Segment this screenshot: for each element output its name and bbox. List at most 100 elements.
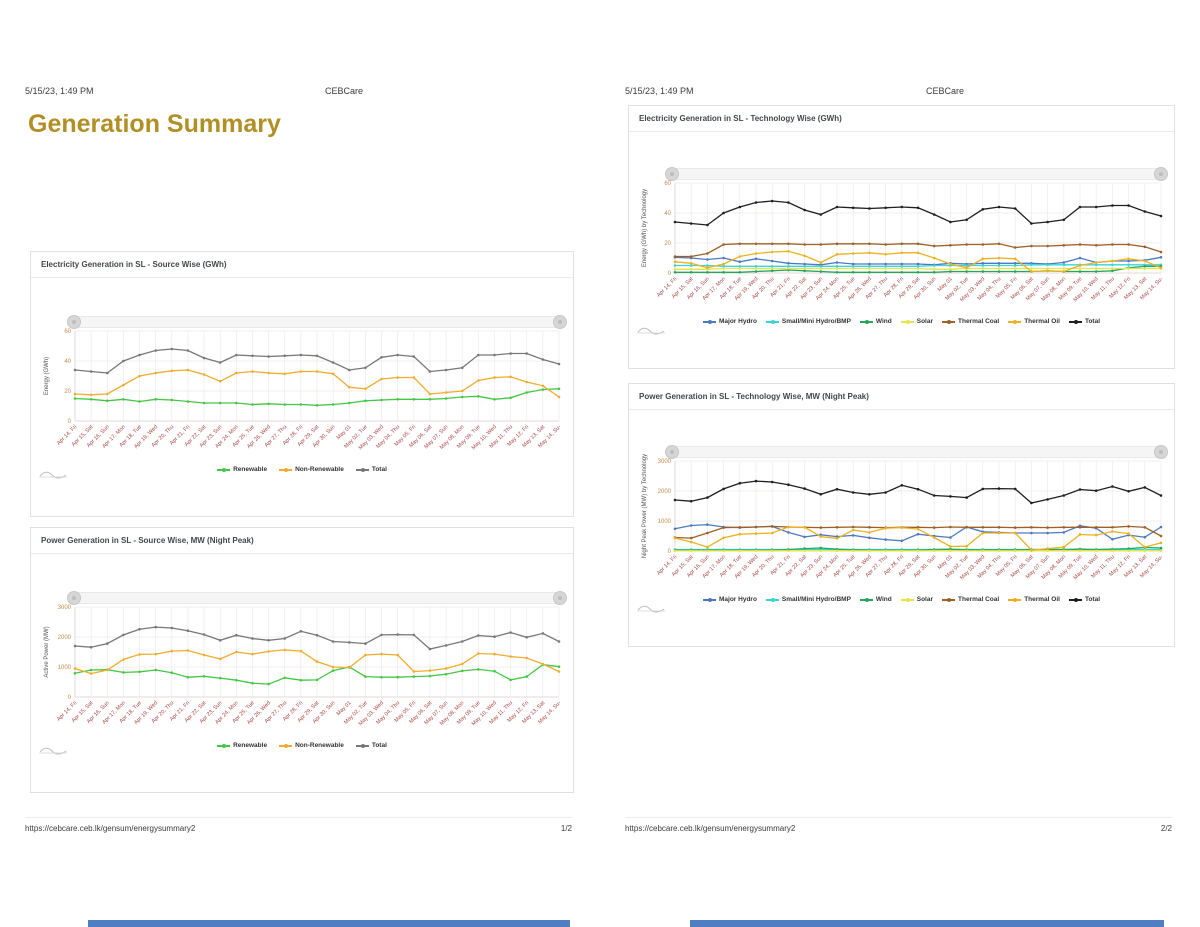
page-title: Generation Summary bbox=[28, 110, 281, 138]
chart-plot-area[interactable]: 0 20 40 60 Apr 14, Fri Apr 15, Sat Apr 16, Sun… bbox=[47, 327, 567, 465]
navigator-right-handle[interactable] bbox=[1154, 445, 1168, 459]
legend-label: Thermal Coal bbox=[958, 318, 1000, 325]
legend-marker-icon bbox=[1068, 319, 1082, 324]
navigator-left-handle[interactable] bbox=[665, 167, 679, 181]
svg-text:1000: 1000 bbox=[58, 665, 72, 671]
legend-item-thermal-coal[interactable]: Thermal Coal bbox=[942, 596, 999, 603]
range-navigator[interactable] bbox=[67, 315, 567, 329]
chart-panel-power-technology: Power Generation in SL - Technology Wise… bbox=[628, 383, 1175, 647]
range-navigator[interactable] bbox=[665, 167, 1168, 181]
chart-watermark-icon bbox=[637, 327, 665, 335]
svg-text:60: 60 bbox=[664, 181, 671, 187]
legend-label: Thermal Oil bbox=[1024, 596, 1060, 603]
svg-text:60: 60 bbox=[64, 329, 71, 335]
navigator-left-handle[interactable] bbox=[67, 591, 81, 605]
next-page-edge-left bbox=[88, 920, 570, 927]
navigator-right-handle[interactable] bbox=[553, 591, 567, 605]
chart-panel-power-source: Power Generation in SL - Source Wise, MW… bbox=[30, 527, 574, 793]
legend-marker-icon bbox=[942, 319, 955, 324]
legend-item-total[interactable]: Total bbox=[355, 742, 387, 749]
chart-plot-area[interactable]: 0 20 40 60 Apr 14, Fri Apr 15, Sat Apr 16, Sun… bbox=[647, 179, 1169, 317]
legend-item-solar[interactable]: Solar bbox=[900, 596, 933, 603]
page2-header-app-title: CEBCare bbox=[926, 86, 965, 96]
next-page-edge-right bbox=[690, 920, 1164, 927]
svg-text:1000: 1000 bbox=[658, 519, 672, 525]
legend-label: Thermal Coal bbox=[958, 596, 1000, 603]
chart-title: Power Generation in SL - Technology Wise… bbox=[629, 384, 1174, 410]
legend-label: Total bbox=[1084, 596, 1100, 603]
legend-marker-icon bbox=[355, 467, 369, 472]
svg-text:0: 0 bbox=[68, 695, 72, 701]
legend-item-major-hydro[interactable]: Major Hydro bbox=[703, 596, 757, 603]
legend-item-major-hydro[interactable]: Major Hydro bbox=[703, 318, 757, 325]
chart-legend: Renewable Non-Renewable Total bbox=[31, 742, 573, 749]
svg-text:3000: 3000 bbox=[658, 459, 672, 465]
legend-label: Total bbox=[371, 466, 387, 473]
legend-marker-icon bbox=[900, 319, 914, 324]
chart-legend: Renewable Non-Renewable Total bbox=[31, 466, 573, 473]
svg-text:20: 20 bbox=[64, 389, 71, 395]
legend-item-wind[interactable]: Wind bbox=[859, 596, 892, 603]
legend-item-total[interactable]: Total bbox=[355, 466, 387, 473]
legend-item-thermal-coal[interactable]: Thermal Coal bbox=[942, 318, 999, 325]
footer-divider bbox=[25, 817, 572, 818]
legend-marker-icon bbox=[1008, 597, 1022, 602]
legend-label: Solar bbox=[916, 318, 933, 325]
legend-marker-icon bbox=[900, 597, 914, 602]
navigator-left-handle[interactable] bbox=[665, 445, 679, 459]
page1-header-app-title: CEBCare bbox=[325, 86, 364, 96]
legend-label: Non-Renewable bbox=[295, 742, 344, 749]
page2-footer-url: https://cebcare.ceb.lk/gensum/energysumm… bbox=[625, 824, 796, 833]
svg-text:0: 0 bbox=[68, 419, 72, 425]
legend-marker-icon bbox=[765, 597, 779, 602]
legend-marker-icon bbox=[217, 743, 231, 748]
legend-marker-icon bbox=[1068, 597, 1082, 602]
legend-marker-icon bbox=[1008, 319, 1022, 324]
navigator-right-handle[interactable] bbox=[1154, 167, 1168, 181]
legend-item-small-mini-hydro-bmp[interactable]: Small/Mini Hydro/BMP bbox=[765, 318, 851, 325]
svg-text:0: 0 bbox=[668, 549, 672, 555]
legend-item-renewable[interactable]: Renewable bbox=[217, 742, 267, 749]
chart-title: Power Generation in SL - Source Wise, MW… bbox=[31, 528, 573, 554]
legend-label: Major Hydro bbox=[719, 318, 757, 325]
chart-legend: Major Hydro Small/Mini Hydro/BMP Wind Solar… bbox=[629, 318, 1174, 325]
page1-footer-page-number: 1/2 bbox=[560, 824, 572, 833]
chart-plot-area[interactable]: 0 1000 2000 3000 Apr 14, Fri Apr 15, Sat Apr 1… bbox=[47, 603, 567, 741]
page2-footer-page-number: 2/2 bbox=[1160, 824, 1172, 833]
legend-label: Thermal Oil bbox=[1024, 318, 1060, 325]
legend-item-thermal-oil[interactable]: Thermal Oil bbox=[1008, 318, 1060, 325]
navigator-left-handle[interactable] bbox=[67, 315, 81, 329]
range-navigator[interactable] bbox=[665, 445, 1168, 459]
legend-item-total[interactable]: Total bbox=[1068, 318, 1100, 325]
legend-item-non-renewable[interactable]: Non-Renewable bbox=[279, 466, 344, 473]
legend-label: Small/Mini Hydro/BMP bbox=[781, 596, 851, 603]
chart-watermark-icon bbox=[39, 747, 67, 755]
legend-marker-icon bbox=[859, 319, 873, 324]
legend-label: Solar bbox=[916, 596, 933, 603]
navigator-right-handle[interactable] bbox=[553, 315, 567, 329]
chart-panel-electricity-source: Electricity Generation in SL - Source Wi… bbox=[30, 251, 574, 517]
legend-marker-icon bbox=[279, 467, 293, 472]
legend-marker-icon bbox=[765, 319, 779, 324]
legend-item-non-renewable[interactable]: Non-Renewable bbox=[279, 742, 344, 749]
svg-text:2000: 2000 bbox=[58, 635, 72, 641]
footer-divider bbox=[625, 817, 1172, 818]
legend-marker-icon bbox=[279, 743, 293, 748]
legend-marker-icon bbox=[942, 597, 955, 602]
chart-watermark-icon bbox=[39, 471, 67, 479]
page1-header-datetime: 5/15/23, 1:49 PM bbox=[25, 86, 94, 96]
legend-item-small-mini-hydro-bmp[interactable]: Small/Mini Hydro/BMP bbox=[765, 596, 851, 603]
chart-title: Electricity Generation in SL - Source Wi… bbox=[31, 252, 573, 278]
legend-item-total[interactable]: Total bbox=[1068, 596, 1100, 603]
legend-item-solar[interactable]: Solar bbox=[900, 318, 933, 325]
legend-marker-icon bbox=[355, 743, 369, 748]
legend-item-thermal-oil[interactable]: Thermal Oil bbox=[1008, 596, 1060, 603]
legend-label: Renewable bbox=[233, 466, 268, 473]
range-navigator[interactable] bbox=[67, 591, 567, 605]
legend-item-wind[interactable]: Wind bbox=[859, 318, 892, 325]
chart-watermark-icon bbox=[637, 605, 665, 613]
chart-plot-area[interactable]: 0 1000 2000 3000 Apr 14, Fri Apr 15, Sat Apr 1… bbox=[647, 457, 1169, 595]
legend-marker-icon bbox=[217, 467, 231, 472]
legend-item-renewable[interactable]: Renewable bbox=[217, 466, 267, 473]
chart-panel-electricity-technology: Electricity Generation in SL - Technolog… bbox=[628, 105, 1175, 369]
